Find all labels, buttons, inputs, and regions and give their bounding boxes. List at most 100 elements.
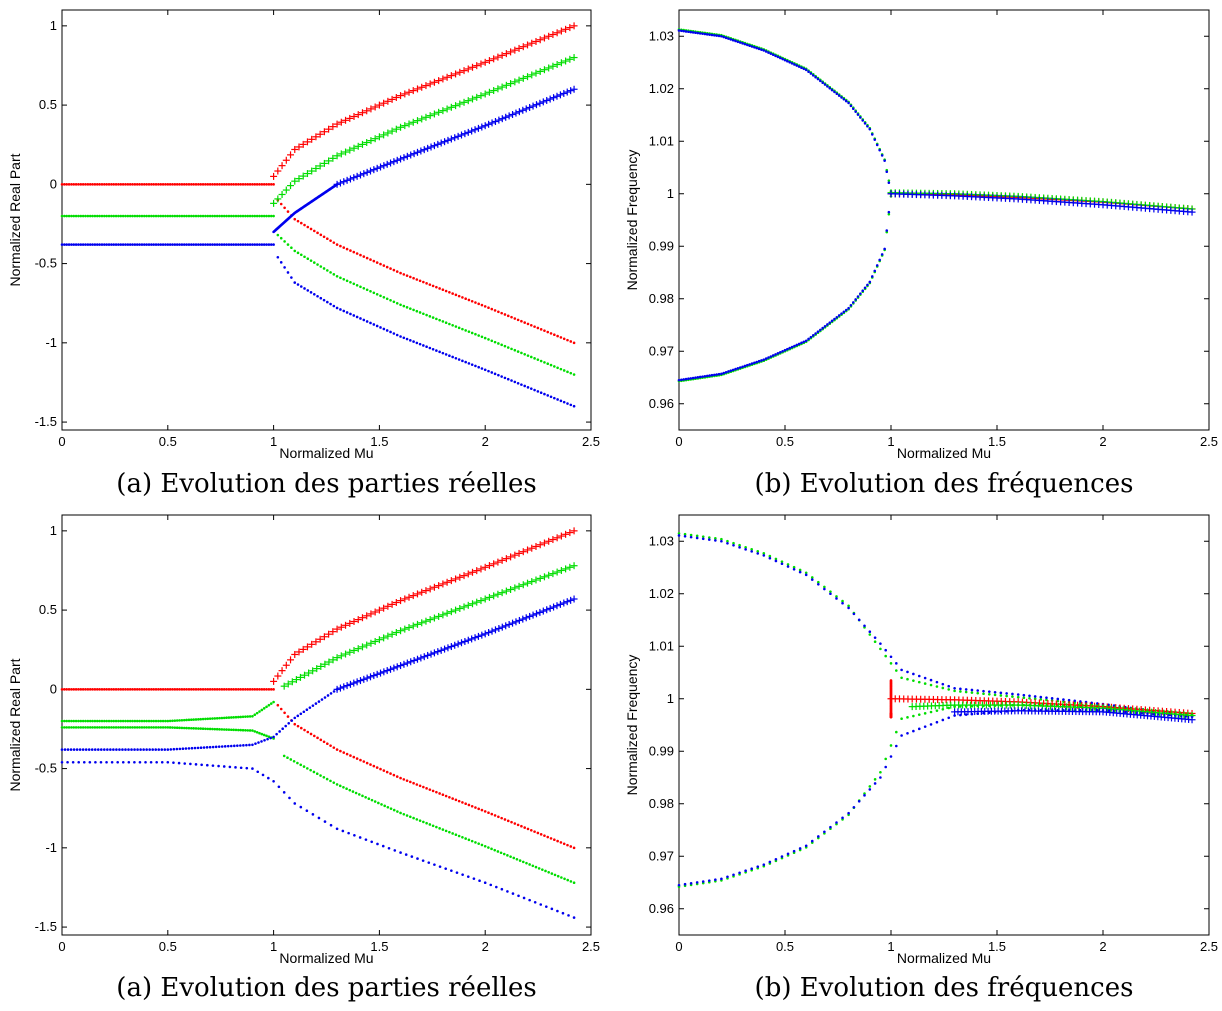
data-point xyxy=(852,612,856,616)
data-point xyxy=(375,636,383,644)
data-point xyxy=(502,555,510,563)
data-point xyxy=(354,791,358,795)
data-point xyxy=(306,225,310,229)
data-point xyxy=(506,314,510,318)
data-point xyxy=(900,717,903,720)
data-point xyxy=(377,669,385,677)
data-point xyxy=(227,728,231,731)
data-point xyxy=(895,744,898,748)
data-point xyxy=(121,214,125,218)
data-point xyxy=(208,727,212,731)
data-point xyxy=(218,688,221,691)
data-point xyxy=(435,582,443,590)
data-point xyxy=(288,678,296,686)
data-point xyxy=(357,793,361,796)
data-point xyxy=(293,716,297,720)
data-point xyxy=(333,120,341,128)
data-point xyxy=(157,214,160,218)
data-point xyxy=(870,133,874,136)
data-point xyxy=(157,748,161,751)
data-point xyxy=(523,384,526,388)
data-point xyxy=(225,214,228,218)
data-point xyxy=(829,825,832,829)
data-point xyxy=(817,835,820,838)
data-point xyxy=(418,619,426,627)
data-point xyxy=(455,871,459,874)
data-point xyxy=(381,844,385,848)
data-point xyxy=(269,214,273,218)
data-point xyxy=(237,715,240,719)
data-point xyxy=(474,124,482,132)
data-point xyxy=(528,39,536,47)
data-point xyxy=(823,324,827,328)
data-point xyxy=(380,803,383,806)
data-point xyxy=(220,214,224,218)
data-point xyxy=(63,243,66,246)
data-point xyxy=(306,257,310,261)
data-point xyxy=(802,340,806,344)
data-point xyxy=(70,719,73,723)
data-point xyxy=(402,812,406,816)
data-point xyxy=(255,183,259,186)
data-point xyxy=(415,309,419,313)
data-point xyxy=(415,278,419,281)
data-point xyxy=(319,774,322,777)
x-tick-label: 1.5 xyxy=(988,434,1006,449)
data-point xyxy=(185,726,188,730)
data-point xyxy=(889,662,893,665)
data-point xyxy=(375,292,379,296)
data-point xyxy=(208,183,212,186)
data-point xyxy=(959,705,962,708)
data-point xyxy=(533,357,536,360)
data-point xyxy=(491,117,499,125)
data-point xyxy=(707,536,711,539)
data-point xyxy=(372,291,376,295)
data-point xyxy=(999,694,1003,697)
data-point xyxy=(464,360,467,364)
data-point xyxy=(124,719,127,723)
data-point xyxy=(239,744,242,747)
data-point xyxy=(180,214,184,218)
data-point xyxy=(159,214,163,218)
series-branch xyxy=(276,198,576,345)
data-point xyxy=(241,243,245,246)
data-point xyxy=(133,726,137,729)
data-point xyxy=(397,123,405,131)
data-point xyxy=(295,143,303,151)
data-point xyxy=(428,788,432,791)
data-point xyxy=(175,726,179,730)
data-point xyxy=(152,243,155,246)
data-point xyxy=(863,286,867,290)
data-point xyxy=(142,748,145,751)
data-point xyxy=(1067,698,1071,702)
data-point xyxy=(197,183,200,186)
data-point xyxy=(464,65,472,73)
data-point xyxy=(750,547,753,551)
data-point xyxy=(941,686,945,690)
data-point xyxy=(520,351,523,355)
data-point xyxy=(456,573,464,581)
data-point xyxy=(513,822,517,825)
data-point xyxy=(502,622,510,630)
data-point xyxy=(84,726,87,729)
data-point xyxy=(109,748,112,751)
data-point xyxy=(418,279,422,283)
data-point xyxy=(464,329,467,332)
y-tick-label: 0.96 xyxy=(649,396,674,411)
data-point xyxy=(159,726,163,729)
y-tick-label: 0.96 xyxy=(649,901,674,916)
data-point xyxy=(112,688,116,691)
data-point xyxy=(166,719,170,723)
data-series xyxy=(951,707,1196,724)
data-point xyxy=(356,171,364,179)
data-point xyxy=(322,740,326,744)
data-point xyxy=(119,688,123,691)
data-point xyxy=(434,648,442,656)
data-point xyxy=(336,179,344,187)
data-point xyxy=(373,670,381,678)
data-point xyxy=(112,719,116,723)
data-point xyxy=(498,623,506,631)
data-point xyxy=(213,727,217,731)
data-point xyxy=(755,360,759,364)
data-point xyxy=(807,337,810,341)
